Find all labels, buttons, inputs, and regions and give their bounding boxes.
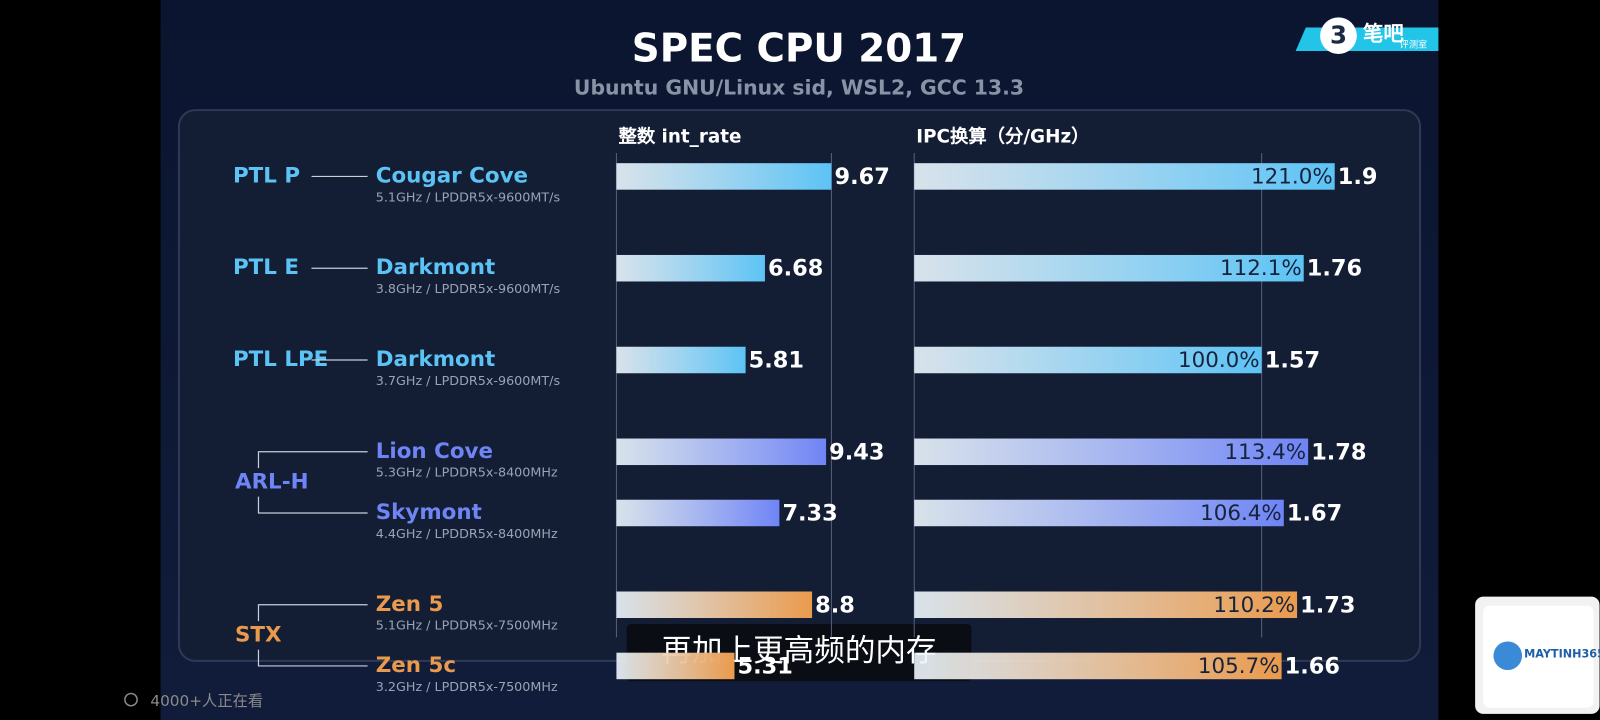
row-spec: 3.7GHz / LPDDR5x-9600MT/s xyxy=(376,374,561,389)
bar xyxy=(914,163,1335,190)
bar xyxy=(616,346,746,374)
bar xyxy=(914,438,1309,466)
value-label: 5.81 xyxy=(749,348,804,374)
bar xyxy=(616,254,765,282)
value-label: 1.76 xyxy=(1307,256,1362,282)
bar xyxy=(914,254,1304,282)
inner-label: 113.4% xyxy=(1224,440,1306,465)
inner-label: 112.1% xyxy=(1220,256,1302,281)
group-bracket xyxy=(257,451,368,514)
inner-label: 106.4% xyxy=(1200,501,1282,526)
bar xyxy=(616,499,780,527)
panel-title: IPC换算（分/GHz） xyxy=(916,126,1089,148)
group-label: ARL-H xyxy=(235,469,309,494)
value-label: 1.57 xyxy=(1265,348,1320,374)
bar xyxy=(914,652,1282,680)
row-name: Darkmont xyxy=(376,347,496,372)
row-name: Cougar Cove xyxy=(376,163,528,188)
bar xyxy=(616,163,832,190)
value-label: 1.67 xyxy=(1287,500,1342,526)
bar xyxy=(914,346,1262,374)
corner-globe xyxy=(1493,641,1523,671)
value-label: 1.9 xyxy=(1338,164,1378,190)
row-spec: 5.3GHz / LPDDR5x-8400MHz xyxy=(376,466,558,481)
inner-label: 105.7% xyxy=(1198,654,1280,679)
inner-label: 100.0% xyxy=(1178,348,1260,373)
chart-panel xyxy=(177,109,1422,662)
row-name: Lion Cove xyxy=(376,439,493,464)
corner-logo: MAYTINH365 xyxy=(1524,648,1600,661)
chart-subtitle: Ubuntu GNU/Linux sid, WSL2, GCC 13.3 xyxy=(574,76,1024,100)
row-spec: 4.4GHz / LPDDR5x-8400MHz xyxy=(376,527,558,542)
row-spec: 5.1GHz / LPDDR5x-9600MT/s xyxy=(376,190,561,205)
corner-inner xyxy=(1483,605,1594,708)
bar xyxy=(914,591,1298,619)
panel-title: 整数 int_rate xyxy=(617,126,741,148)
value-label: 1.66 xyxy=(1285,653,1340,679)
value-label: 9.43 xyxy=(829,439,884,465)
value-label: 6.68 xyxy=(768,256,823,282)
value-label: 5.31 xyxy=(738,653,793,679)
group-label: PTL E xyxy=(233,255,299,280)
row-spec: 5.1GHz / LPDDR5x-7500MHz xyxy=(376,619,558,634)
row-spec: 3.8GHz / LPDDR5x-9600MT/s xyxy=(376,282,561,297)
viewers: 4000+人正在看 xyxy=(150,692,263,710)
row-name: Skymont xyxy=(376,500,482,525)
value-label: 9.67 xyxy=(834,164,889,190)
viewers-icon xyxy=(124,692,138,707)
bar xyxy=(616,438,827,466)
logo-digit: 3 xyxy=(1330,21,1347,50)
row-name: Zen 5c xyxy=(376,653,456,678)
row-spec: 3.2GHz / LPDDR5x-7500MHz xyxy=(376,680,558,695)
row-name: Zen 5 xyxy=(376,592,444,617)
value-label: 1.73 xyxy=(1300,592,1355,618)
bar xyxy=(914,499,1284,527)
inner-label: 110.2% xyxy=(1213,593,1295,618)
bar xyxy=(616,652,735,680)
logo-sub: 评测室 xyxy=(1400,38,1427,50)
group-label: STX xyxy=(235,622,282,647)
group-label: PTL P xyxy=(233,163,300,188)
bar xyxy=(616,591,813,619)
logo-circle xyxy=(1320,17,1357,55)
value-label: 8.8 xyxy=(815,592,855,618)
group-bracket xyxy=(257,604,368,667)
chart-title: SPEC CPU 2017 xyxy=(632,26,966,71)
value-label: 1.78 xyxy=(1311,439,1366,465)
row-name: Darkmont xyxy=(376,255,496,280)
inner-label: 121.0% xyxy=(1251,164,1333,189)
value-label: 7.33 xyxy=(782,500,837,526)
logo-text: 笔吧 xyxy=(1363,22,1404,46)
